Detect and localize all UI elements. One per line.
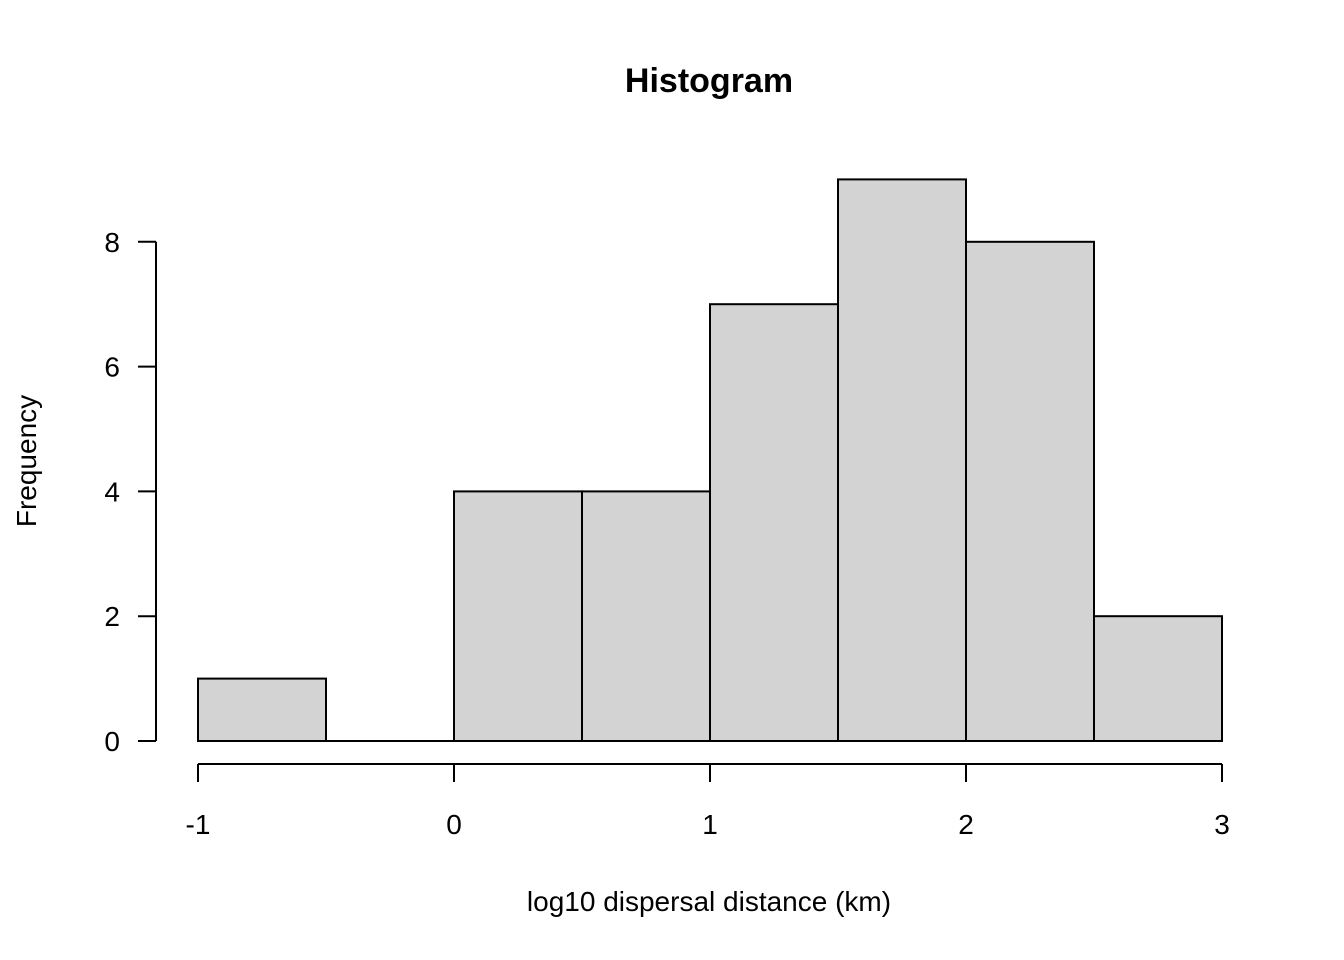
x-tick-label: 3	[1214, 809, 1230, 840]
histogram-bar	[197, 677, 327, 742]
histogram-bars	[197, 178, 1223, 743]
histogram-bar	[837, 178, 967, 742]
x-tick-label: 1	[702, 809, 718, 840]
x-tick-label: -1	[186, 809, 211, 840]
x-tick-label: 0	[446, 809, 462, 840]
histogram-bar	[1093, 615, 1223, 743]
x-axis: -1 0 1 2 3	[186, 763, 1230, 840]
histogram-bar	[453, 490, 583, 742]
chart-title: Histogram	[625, 62, 793, 100]
y-tick-label: 2	[104, 601, 120, 632]
y-tick-label: 6	[104, 352, 120, 383]
y-axis: 0 2 4 6 8	[104, 227, 157, 757]
x-axis-label: log10 dispersal distance (km)	[527, 886, 891, 917]
histogram-bar	[965, 240, 1095, 743]
y-tick-label: 0	[104, 726, 120, 757]
y-tick-label: 4	[104, 476, 120, 507]
histogram-bar	[581, 490, 711, 742]
histogram-bar	[709, 303, 839, 742]
y-tick-label: 8	[104, 227, 120, 258]
x-tick-label: 2	[958, 809, 974, 840]
y-axis-label: Frequency	[11, 395, 42, 527]
